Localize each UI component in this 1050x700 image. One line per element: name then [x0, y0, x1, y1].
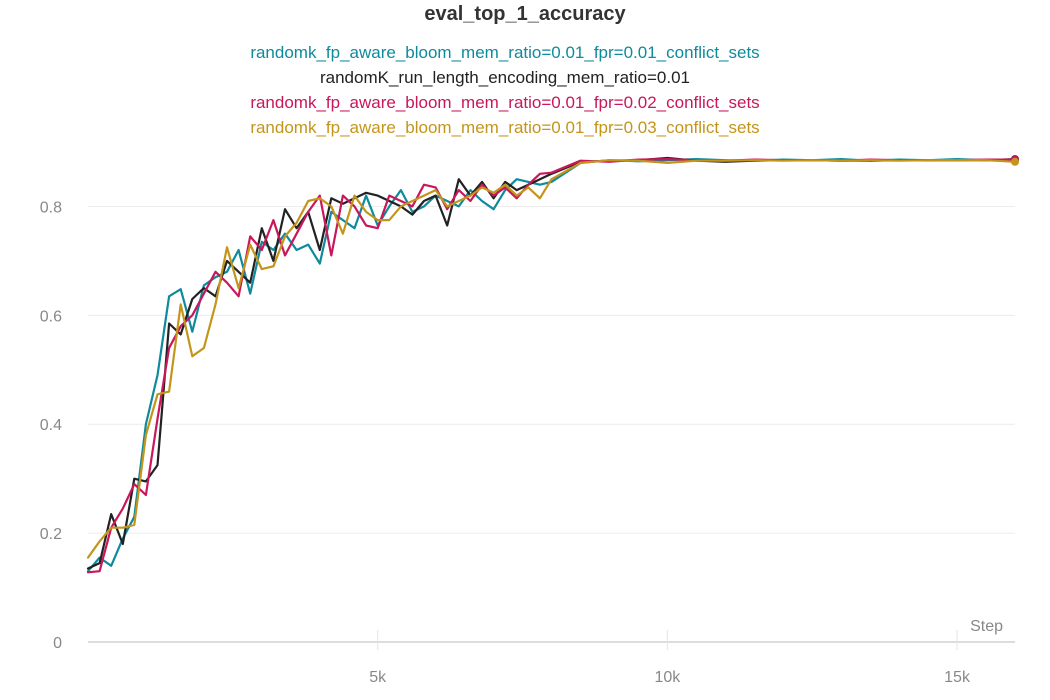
series-line-4 [86, 159, 1017, 559]
legend: randomk_fp_aware_bloom_mem_ratio=0.01_fp… [0, 40, 1010, 140]
y-tick-label: 0.4 [40, 417, 62, 434]
x-axis-label: Step [970, 618, 1003, 635]
legend-item-4: randomk_fp_aware_bloom_mem_ratio=0.01_fp… [250, 118, 760, 137]
x-tick-label: 15k [944, 669, 971, 686]
series-end-point-4 [1011, 157, 1019, 166]
y-tick-label: 0 [53, 635, 62, 652]
x-tick-label: 5k [369, 669, 387, 686]
y-tick-label: 0.2 [40, 526, 62, 543]
x-tick-label: 10k [654, 669, 681, 686]
series-line-2 [86, 156, 1017, 570]
legend-item-2: randomK_run_length_encoding_mem_ratio=0.… [319, 68, 690, 87]
y-tick-label: 0.6 [40, 308, 62, 325]
chart-title: eval_top_1_accuracy [424, 3, 626, 25]
legend-item-3: randomk_fp_aware_bloom_mem_ratio=0.01_fp… [250, 93, 760, 112]
legend-item-1: randomk_fp_aware_bloom_mem_ratio=0.01_fp… [250, 43, 760, 62]
y-tick-label: 0.8 [40, 199, 62, 216]
series-line-3 [86, 158, 1017, 574]
series-line-1 [86, 158, 1017, 573]
